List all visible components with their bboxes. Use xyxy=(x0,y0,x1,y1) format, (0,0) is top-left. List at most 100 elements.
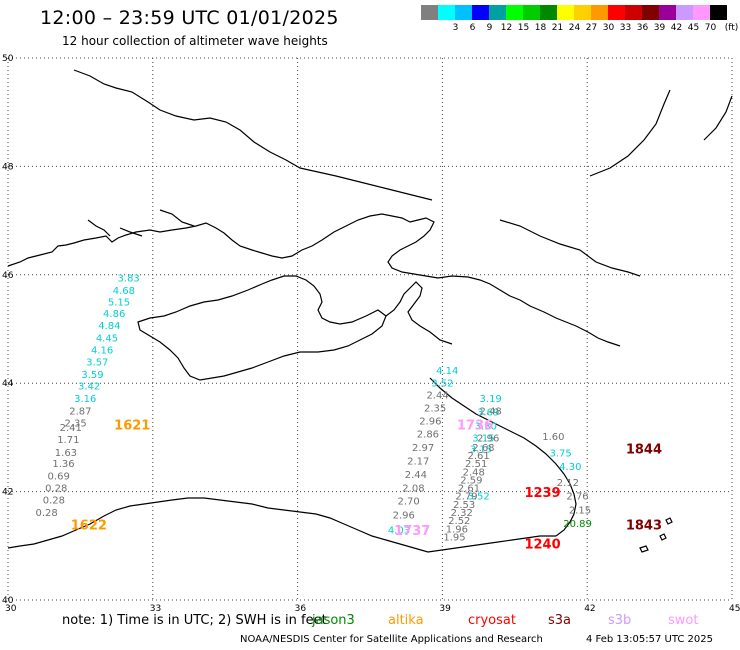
satellite-jason3: jason3 xyxy=(312,613,355,628)
page-title: 12:00 – 23:59 UTC 01/01/2025 xyxy=(40,7,339,29)
wave-height-value: 20.89 xyxy=(563,519,592,530)
legend-label: 18 xyxy=(534,23,547,33)
legend-swatch xyxy=(489,5,506,20)
pass-time-label: 1844 xyxy=(626,443,662,458)
lat-label: 46 xyxy=(2,271,14,281)
legend-swatch xyxy=(693,5,710,20)
wave-height-value: 4.30 xyxy=(559,462,581,473)
wave-height-value: 2.76 xyxy=(566,492,588,503)
wave-height-value: 1.71 xyxy=(57,435,79,446)
legend-swatch xyxy=(710,5,727,20)
wave-height-value: 2.12 xyxy=(557,478,579,489)
legend-swatch xyxy=(421,5,438,20)
wave-height-value: 2.86 xyxy=(417,429,439,440)
wave-height-value: 3.75 xyxy=(550,448,572,459)
page-subtitle: 12 hour collection of altimeter wave hei… xyxy=(62,34,328,48)
wave-height-value: 4.16 xyxy=(91,345,113,356)
legend-swatch xyxy=(676,5,693,20)
legend-label: 27 xyxy=(585,23,598,33)
wave-height-value: 4.68 xyxy=(113,286,135,297)
legend-label: 9 xyxy=(486,23,493,33)
coastline-north xyxy=(7,213,621,347)
pass-time-label: 1621 xyxy=(114,418,150,433)
legend-swatch xyxy=(642,5,659,20)
wave-height-value: 2.59 xyxy=(460,475,482,486)
pass-time-label: 1240 xyxy=(524,538,560,553)
wave-height-value: 2.87 xyxy=(69,407,91,418)
wave-height-value: 3.52 xyxy=(467,492,489,503)
wave-height-value: 4.45 xyxy=(96,333,118,344)
pass-time-labels: 1621 1622 1736 1737 1239 1240 1844 1843 xyxy=(71,418,662,552)
legend-swatch xyxy=(506,5,523,20)
pass-time-label: 1737 xyxy=(394,524,430,539)
lon-label: 33 xyxy=(150,604,161,614)
wave-height-value: 2.48 xyxy=(480,407,502,418)
pass-time-label: 1622 xyxy=(71,519,107,534)
wave-height-value: 2.17 xyxy=(407,457,429,468)
kerch-strait-coast xyxy=(385,281,453,345)
lat-label: 48 xyxy=(2,162,14,172)
legend-label: 33 xyxy=(619,23,632,33)
legend-swatch xyxy=(591,5,608,20)
wave-height-value: 1.96 xyxy=(446,524,468,535)
satellite-swot: swot xyxy=(668,613,699,628)
wave-height-value: 2.48 xyxy=(463,467,485,478)
legend-label: 6 xyxy=(469,23,476,33)
wave-height-value: 2.61 xyxy=(458,484,480,495)
pass-time-label: 1239 xyxy=(524,486,560,501)
lat-label: 40 xyxy=(2,596,14,606)
wave-height-value: 2.44 xyxy=(426,390,448,401)
wave-height-value: 2.96 xyxy=(393,511,415,522)
legend-unit: (ft) xyxy=(724,23,739,33)
satellite-s3b: s3b xyxy=(608,613,632,628)
dnieper-river xyxy=(73,69,433,201)
wave-height-value: 2.96 xyxy=(419,416,441,427)
bug-river xyxy=(87,209,195,237)
legend-swatch xyxy=(574,5,591,20)
wave-height-value: 1.60 xyxy=(542,432,564,443)
wave-height-value: 0.69 xyxy=(48,472,70,483)
wave-height-value: 2.32 xyxy=(451,508,473,519)
satellite-cryosat: cryosat xyxy=(468,613,516,628)
generated-timestamp: 4 Feb 13:05:57 UTC 2025 xyxy=(586,634,713,645)
lat-label: 42 xyxy=(2,488,13,498)
legend-label: 36 xyxy=(636,23,649,33)
wave-height-value: 3.69 xyxy=(477,408,499,419)
lat-label: 44 xyxy=(2,379,14,389)
legend-label: 21 xyxy=(551,23,564,33)
wave-height-value: 2.96 xyxy=(477,434,499,445)
wave-height-value: 3.42 xyxy=(78,382,100,393)
wave-height-value: 0.28 xyxy=(35,508,57,519)
wave-height-value: 3.15 xyxy=(470,445,492,456)
legend-swatch xyxy=(608,5,625,20)
wave-height-value: 2.08 xyxy=(402,484,424,495)
legend-label: 70 xyxy=(704,23,717,33)
wave-height-value: 0.28 xyxy=(45,484,67,495)
legend-label: 30 xyxy=(602,23,615,33)
wave-height-value: 2.15 xyxy=(569,505,591,516)
wave-height-value: 1.63 xyxy=(55,448,77,459)
wave-height-value: 2.61 xyxy=(467,451,489,462)
lat-label: 50 xyxy=(2,54,14,64)
altimeter-tracks: 3.83 4.685.154.864.844.454.163.57 3.593.42… xyxy=(35,273,591,543)
satellite-s3a: s3a xyxy=(548,613,572,628)
legend-swatch xyxy=(455,5,472,20)
lon-label: 39 xyxy=(439,604,451,614)
footer-note: note: 1) Time is in UTC; 2) SWH is in fe… xyxy=(62,613,327,628)
legend-swatch xyxy=(659,5,676,20)
wave-height-value: 3.15 xyxy=(472,434,494,445)
east-river-2 xyxy=(589,89,671,177)
credit-line: NOAA/NESDIS Center for Satellite Applica… xyxy=(240,634,543,645)
wave-height-value: 2.44 xyxy=(405,470,427,481)
satellite-altika: altika xyxy=(388,613,424,628)
pass-time-label: 1843 xyxy=(626,519,662,534)
legend-swatch xyxy=(540,5,557,20)
east-river-1 xyxy=(499,219,641,277)
legend-swatch xyxy=(472,5,489,20)
wave-height-value: 1.95 xyxy=(443,532,465,543)
lon-label: 30 xyxy=(5,604,17,614)
coastline xyxy=(7,69,733,553)
legend-label: 42 xyxy=(670,23,683,33)
lon-label: 45 xyxy=(729,604,740,614)
